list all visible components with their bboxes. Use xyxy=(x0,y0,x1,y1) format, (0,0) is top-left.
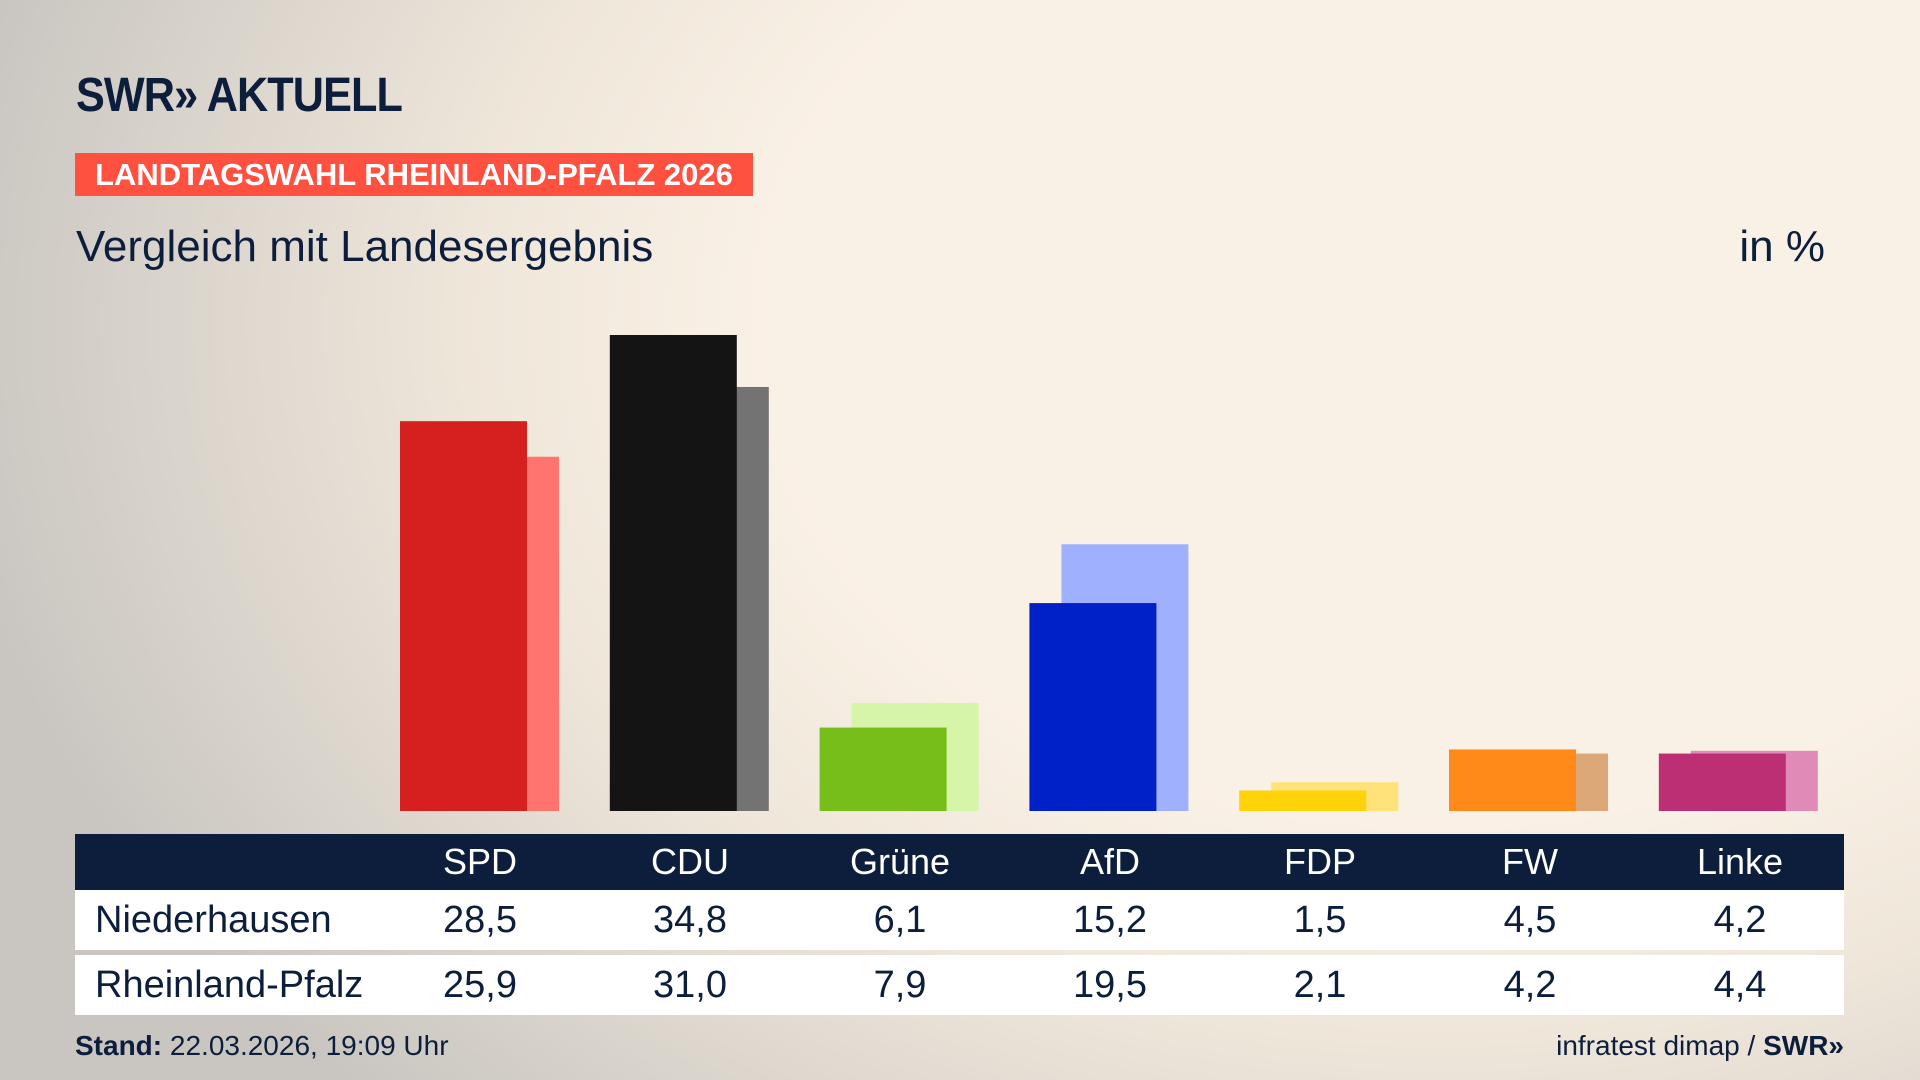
table-header: SPD CDU Grüne AfD FDP FW Linke xyxy=(75,834,1844,890)
election-banner: LANDTAGSWAHL RHEINLAND-PFALZ 2026 xyxy=(75,153,753,196)
value-cell: 1,5 xyxy=(1293,898,1347,941)
bar-fdp-gemeinde xyxy=(1239,790,1367,811)
value-cell: 6,1 xyxy=(873,898,927,941)
header-cell: CDU xyxy=(651,841,729,882)
swr-aktuell-logo: SWR» AKTUELL xyxy=(76,69,403,122)
bar-afd-gemeinde xyxy=(1029,603,1157,811)
stand-value: 22.03.2026, 19:09 Uhr xyxy=(162,1030,449,1061)
value-cell: 31,0 xyxy=(653,963,727,1006)
table-row: Rheinland-Pfalz 25,9 31,0 7,9 19,5 2,1 4… xyxy=(75,955,1844,1015)
value-cell: 4,4 xyxy=(1713,963,1767,1006)
source: infratest dimap / SWR» xyxy=(1556,1030,1844,1062)
chart-subtitle: Vergleich mit Landesergebnis xyxy=(76,222,654,271)
timestamp: Stand: 22.03.2026, 19:09 Uhr xyxy=(75,1030,449,1062)
value-cell: 4,2 xyxy=(1503,963,1557,1006)
bar-linke-gemeinde xyxy=(1658,753,1786,811)
stand-label: Stand: xyxy=(75,1030,163,1061)
source-text: infratest dimap / xyxy=(1556,1030,1764,1061)
header-cell: Linke xyxy=(1696,841,1784,882)
value-cell: 15,2 xyxy=(1073,898,1147,941)
table-row: Niederhausen 28,5 34,8 6,1 15,2 1,5 4,5 … xyxy=(75,890,1844,950)
value-cell: 19,5 xyxy=(1073,963,1147,1006)
unit-label: in % xyxy=(1739,222,1825,271)
header-cell: FW xyxy=(1502,841,1558,882)
value-cell: 25,9 xyxy=(443,963,517,1006)
value-cell: 28,5 xyxy=(443,898,517,941)
header-cell: Grüne xyxy=(849,841,951,882)
header-cell: SPD xyxy=(442,841,518,882)
value-cell: 2,1 xyxy=(1293,963,1347,1006)
value-cell: 34,8 xyxy=(653,898,727,941)
bar-grüne-gemeinde xyxy=(819,727,947,811)
value-cell: 4,5 xyxy=(1503,898,1557,941)
bar-fw-gemeinde xyxy=(1449,749,1576,811)
header-cell: AfD xyxy=(1079,841,1140,882)
row-label: Niederhausen xyxy=(95,898,332,941)
value-cell: 7,9 xyxy=(873,963,927,1006)
swr-footer-logo: SWR» xyxy=(1763,1030,1844,1061)
bar-cdu-gemeinde xyxy=(609,335,737,811)
bar-spd-gemeinde xyxy=(400,421,527,811)
value-cell: 4,2 xyxy=(1713,898,1767,941)
header-cell: FDP xyxy=(1284,841,1356,882)
row-label: Rheinland-Pfalz xyxy=(95,963,364,1006)
